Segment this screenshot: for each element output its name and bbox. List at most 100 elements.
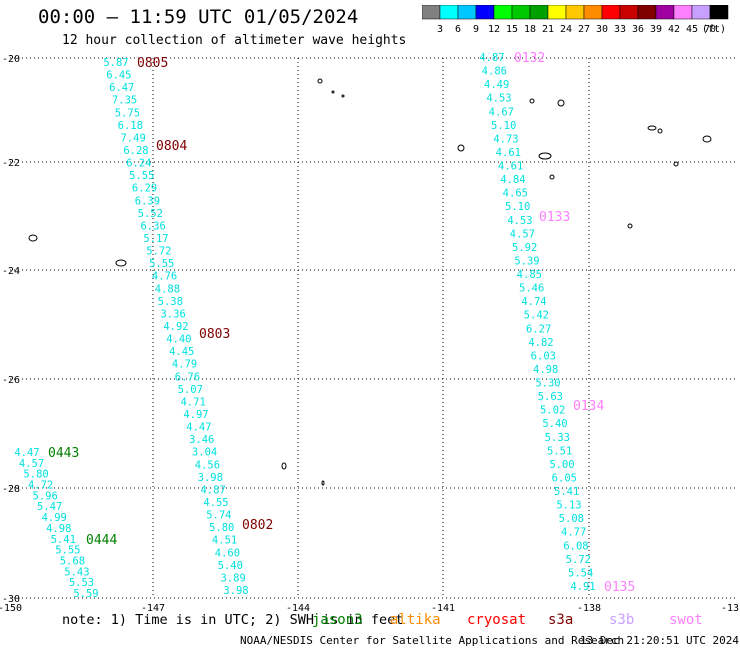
wave-height-value: 5.92: [512, 242, 537, 254]
latitude-label: -24: [2, 266, 20, 277]
wave-height-value: 6.39: [135, 195, 160, 207]
wave-height-value: 3.46: [189, 434, 214, 446]
wave-height-value: 5.07: [178, 384, 203, 396]
wave-height-value: 5.42: [524, 310, 549, 322]
colorbar-label: 45: [686, 24, 698, 35]
wave-height-value: 5.10: [505, 201, 530, 213]
legend-item-swot: swot: [669, 612, 703, 628]
colorbar-legend: 3 6 9 12 15 18 21 24 27 30 33 36 39 42 45 70(ft): [422, 5, 729, 35]
wave-height-value: 7.35: [112, 95, 137, 107]
map-plot: -150 -147 -144 -141 -138 -13 -20 -22 -24 -26 -28 -3…: [0, 51, 739, 612]
wave-height-value: 6.36: [140, 220, 165, 232]
colorbar-label: 6: [455, 24, 461, 35]
wave-height-value: 5.55: [129, 170, 154, 182]
wave-height-value: 4.87: [200, 484, 225, 496]
wave-height-value: 4.77: [561, 527, 586, 539]
island-outline: [331, 90, 335, 94]
wave-height-value: 4.92: [163, 321, 188, 333]
wave-height-value: 4.53: [486, 93, 511, 105]
legend-item-s3a: s3a: [548, 612, 574, 628]
wave-height-value: 4.71: [180, 396, 205, 408]
wave-height-value: 5.41: [51, 534, 76, 546]
wave-height-value: 5.96: [33, 490, 58, 502]
pass-time-label: 0135: [604, 580, 635, 595]
satellite-track: 4.874.864.494.534.675.104.734.614.614.84…: [479, 51, 635, 595]
island-outline: [457, 144, 465, 152]
island-outline: [673, 161, 679, 167]
footer-note: note: 1) Time is in UTC; 2) SWH is in fe…: [62, 612, 404, 628]
wave-height-value: 5.74: [206, 510, 231, 522]
wave-height-value: 5.30: [535, 378, 560, 390]
colorbar-label: 18: [524, 24, 536, 35]
wave-height-value: 4.65: [503, 188, 528, 200]
wave-height-value: 4.98: [46, 523, 71, 535]
wave-height-value: 6.05: [552, 472, 577, 484]
wave-height-value: 5.17: [143, 233, 168, 245]
longitude-label: -144: [286, 603, 310, 612]
wave-height-value: 5.46: [519, 283, 544, 295]
colorbar-label: 3: [437, 24, 443, 35]
wave-height-value: 5.39: [514, 255, 539, 267]
wave-height-value: 6.45: [106, 70, 131, 82]
pass-time-label: 0804: [156, 139, 187, 154]
wave-height-value: 4.84: [500, 174, 525, 186]
wave-height-value: 5.63: [538, 391, 563, 403]
colorbar-label: 27: [578, 24, 590, 35]
wave-height-value: 3.98: [198, 472, 223, 484]
island-outline: [317, 78, 323, 84]
island-outline: [538, 152, 552, 160]
wave-height-value: 5.51: [547, 445, 572, 457]
longitude-label: -13: [721, 603, 739, 612]
colorbar-label: 42: [668, 24, 680, 35]
wave-height-value: 4.47: [186, 422, 211, 434]
wave-height-value: 5.40: [542, 418, 567, 430]
island-outline: [281, 462, 287, 470]
colorbar-label: 12: [488, 24, 500, 35]
wave-height-value: 5.43: [64, 566, 89, 578]
wave-height-value: 6.29: [132, 183, 157, 195]
wave-height-value: 3.98: [223, 585, 248, 597]
wave-height-value: 4.49: [484, 79, 509, 91]
island-outline: [647, 125, 657, 131]
wave-height-value: 6.27: [526, 323, 551, 335]
longitude-label: -141: [431, 603, 455, 612]
island-outline: [321, 480, 325, 486]
wave-height-value: 7.49: [120, 132, 145, 144]
latitude-label: -22: [2, 158, 20, 169]
wave-height-value: 5.72: [566, 554, 591, 566]
pass-time-label: 0444: [86, 533, 117, 548]
wave-height-value: 4.85: [517, 269, 542, 281]
wave-height-value: 5.80: [209, 522, 234, 534]
island-outline: [115, 259, 127, 267]
wave-height-value: 4.40: [166, 334, 191, 346]
wave-height-value: 5.55: [55, 545, 80, 557]
pass-time-label: 0803: [199, 327, 230, 342]
wave-height-value: 4.87: [479, 52, 504, 64]
wave-height-value: 6.18: [118, 120, 143, 132]
wave-height-value: 5.54: [568, 567, 593, 579]
wave-height-value: 6.28: [123, 145, 148, 157]
wave-height-value: 4.57: [510, 228, 535, 240]
island-outline: [702, 135, 712, 143]
wave-height-value: 4.73: [493, 133, 518, 145]
legend-item-jason3: jason3: [312, 612, 363, 628]
wave-height-value: 4.47: [14, 447, 39, 459]
credit-line: NOAA/NESDIS Center for Satellite Applica…: [240, 634, 625, 647]
island-outline: [28, 234, 38, 242]
legend-item-cryosat: cryosat: [467, 612, 527, 628]
colorbar-label: 9: [473, 24, 479, 35]
wave-height-value: 4.53: [507, 215, 532, 227]
latitude-label: -30: [2, 594, 20, 605]
wave-height-value: 4.57: [19, 458, 44, 470]
wave-height-value: 6.03: [531, 350, 556, 362]
wave-height-value: 6.08: [563, 540, 588, 552]
wave-height-value: 4.74: [521, 296, 546, 308]
longitude-label: -138: [577, 603, 601, 612]
colorbar-label: 39: [650, 24, 662, 35]
wave-height-value: 4.67: [489, 106, 514, 118]
wave-height-value: 4.99: [42, 512, 67, 524]
wave-height-value: 6.47: [109, 82, 134, 94]
wave-height-value: 5.00: [549, 459, 574, 471]
island-outline: [657, 128, 663, 134]
